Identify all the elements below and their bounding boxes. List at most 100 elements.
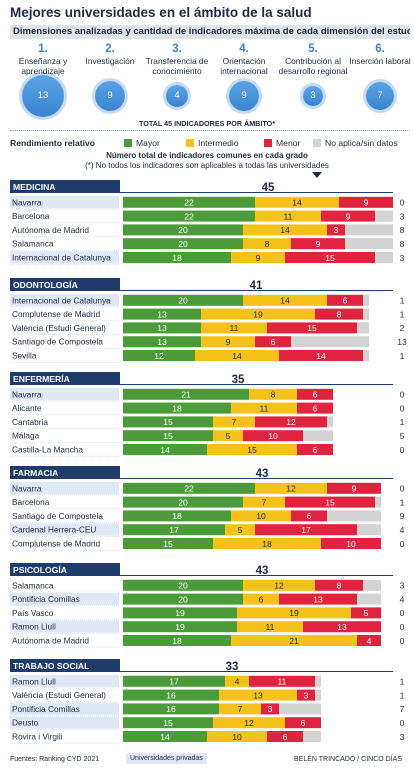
bar-value-label: 4: [367, 636, 372, 646]
legend-label: Menor: [276, 138, 301, 148]
na-value-label: 1: [400, 497, 405, 507]
university-label: País Vasco: [12, 608, 54, 618]
arrow-down-icon: [312, 172, 322, 178]
bar-value-label: 21: [181, 390, 191, 400]
bar-value-label: 11: [230, 323, 239, 333]
bar-segment: [123, 510, 231, 522]
bar-segment: [261, 703, 279, 715]
bar-value-label: 13: [253, 690, 263, 700]
bar-value-label: 18: [262, 539, 272, 549]
private-row-highlight: [10, 702, 119, 715]
bar-value-label: 17: [169, 525, 179, 535]
bar-segment: [303, 731, 321, 742]
bar-value-label: 20: [178, 225, 188, 235]
bar-segment: [267, 322, 357, 334]
private-row-highlight: [10, 675, 119, 688]
bar-value-label: 22: [184, 211, 194, 221]
legend-item-intermedio: Intermedio: [186, 138, 239, 148]
bar-segment: [243, 224, 327, 236]
bar-segment: [123, 294, 243, 306]
na-value-label: 0: [400, 636, 405, 646]
bar-value-label: 6: [301, 718, 306, 728]
bar-segment: [315, 675, 321, 687]
bar-value-label: 15: [325, 497, 335, 507]
bar-value-label: 12: [286, 417, 296, 427]
bar-segment: [321, 210, 375, 222]
dimension-count-circle: 7: [366, 82, 394, 110]
group-header-label: ODONTOLOGÍA: [13, 280, 78, 290]
bar-segment: [207, 444, 297, 455]
dimension-label: Enseñanza y aprendizaje: [18, 56, 68, 76]
bar-value-label: 6: [259, 594, 264, 604]
bar-segment: [327, 224, 345, 236]
dimension-count-circle: 13: [22, 75, 64, 117]
na-value-label: 8: [400, 225, 405, 235]
bar-segment: [213, 717, 285, 729]
bar-value-label: 15: [163, 417, 173, 427]
bar-segment: [201, 336, 255, 348]
bar-segment: [291, 510, 327, 522]
na-value-label: 3: [400, 211, 405, 221]
bar-segment: [123, 322, 201, 334]
dimension-5: 5. Contribución al desarrollo regional 3: [278, 43, 348, 106]
bar-segment: [219, 689, 297, 701]
bar-value-label: 20: [178, 497, 188, 507]
private-row-highlight: [10, 294, 119, 307]
private-row-highlight: [10, 592, 119, 606]
university-label: València (Estudi General): [12, 323, 106, 333]
legend-item-mayor: Mayor: [124, 138, 160, 148]
bar-value-label: 18: [172, 403, 182, 413]
bar-value-label: 10: [256, 511, 266, 521]
na-value-label: 5: [400, 431, 405, 441]
dimension-number: 1.: [38, 43, 48, 55]
na-value-label: 0: [400, 484, 405, 494]
dimension-label: Orientación internacional: [220, 56, 268, 76]
bar-value-label: 13: [337, 622, 347, 632]
na-value-label: 4: [400, 525, 405, 535]
bar-segment: [123, 238, 243, 250]
legend-swatch: [313, 139, 321, 147]
bar-value-label: 19: [175, 608, 185, 618]
dimension-label: Transferencia de conocimiento: [145, 56, 209, 76]
bar-segment: [243, 238, 291, 250]
bar-value-label: 13: [157, 337, 167, 347]
bar-segment: [345, 238, 393, 250]
bar-value-label: 3: [304, 690, 309, 700]
bar-segment: [327, 482, 381, 494]
group-total: 45: [262, 182, 275, 194]
bar-value-label: 22: [184, 484, 194, 494]
bar-segment: [327, 510, 381, 522]
dimension-number: 3.: [172, 43, 182, 55]
bar-segment: [123, 689, 219, 701]
bar-segment: [255, 524, 357, 536]
divider: [10, 130, 410, 131]
group-header: [10, 180, 120, 193]
na-value-label: 1: [400, 677, 405, 687]
bar-value-label: 17: [169, 677, 179, 687]
bar-value-label: 14: [292, 198, 302, 208]
bar-segment: [225, 675, 249, 687]
bar-segment: [291, 238, 345, 250]
bar-segment: [123, 350, 195, 361]
bar-segment: [231, 635, 357, 646]
private-row-highlight: [10, 620, 119, 633]
common-indicators-note: Número total de indicadores comunes en c…: [106, 151, 308, 160]
na-value-label: 7: [400, 704, 405, 714]
bar-segment: [123, 402, 231, 414]
na-value-label: 13: [397, 337, 407, 347]
bar-segment: [195, 350, 279, 361]
dimensions-row: 1. Enseñanza y aprendizaje 13 2. Investi…: [8, 43, 412, 123]
na-value-label: 1: [400, 690, 405, 700]
bar-value-label: 9: [256, 253, 261, 263]
na-value-label: 1: [400, 351, 405, 361]
asterisk-note: (*) No todos los indicadores son aplicab…: [85, 161, 329, 170]
na-value-label: 1: [400, 296, 405, 306]
legend-swatch: [186, 139, 194, 147]
bar-segment: [123, 635, 231, 646]
bar-segment: [237, 607, 351, 619]
bar-value-label: 11: [278, 677, 287, 687]
dimension-count-circle: 9: [229, 81, 259, 111]
university-label: Navarra: [12, 389, 42, 399]
bar-segment: [213, 430, 243, 442]
